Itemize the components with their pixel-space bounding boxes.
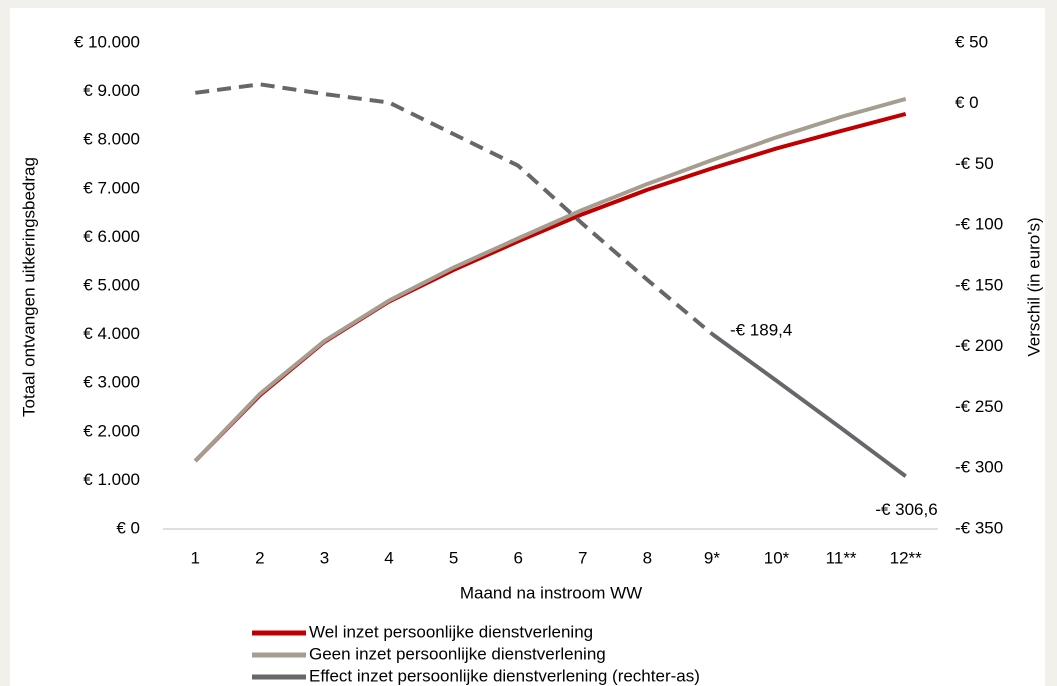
y-tick-label: € 1.000 <box>83 470 140 489</box>
y2-tick-label: -€ 200 <box>955 336 1003 355</box>
y-tick-label: € 8.000 <box>83 130 140 149</box>
y2-tick-label: -€ 350 <box>955 518 1003 537</box>
x-tick-label: 11** <box>826 548 857 567</box>
x-tick-label: 2 <box>255 548 264 567</box>
x-tick-label: 7 <box>578 548 587 567</box>
x-tick-label: 5 <box>449 548 458 567</box>
y-tick-label: € 7.000 <box>83 178 140 197</box>
y-tick-label: € 5.000 <box>83 275 140 294</box>
y2-tick-label: -€ 300 <box>955 458 1003 477</box>
y-axis-title: Totaal ontvangen uitkeringsbedrag <box>19 157 38 417</box>
legend-label: Wel inzet persoonlijke dienstverlening <box>309 622 593 641</box>
x-tick-label: 3 <box>320 548 329 567</box>
y-tick-label: € 4.000 <box>83 324 140 343</box>
y-tick-label: € 0 <box>116 518 140 537</box>
series-line <box>710 332 907 478</box>
x-tick-label: 4 <box>384 548 393 567</box>
y2-tick-label: € 0 <box>955 93 979 112</box>
x-tick-label: 12** <box>890 548 923 567</box>
x-tick-label: 8 <box>643 548 652 567</box>
legend-label: Geen inzet persoonlijke dienstverlening <box>309 644 606 663</box>
x-tick-label: 6 <box>513 548 522 567</box>
series-line <box>193 96 907 463</box>
series-line <box>195 82 714 336</box>
y-tick-label: € 6.000 <box>83 227 140 246</box>
y-tick-label: € 9.000 <box>83 81 140 100</box>
legend-label: Effect inzet persoonlijke dienstverlenin… <box>309 666 700 685</box>
x-tick-label: 10* <box>764 548 790 567</box>
y2-tick-label: -€ 50 <box>955 154 994 173</box>
y2-axis-title: Verschil (in euro's) <box>1024 217 1043 356</box>
y2-tick-label: € 50 <box>955 32 988 51</box>
data-label: -€ 306,6 <box>875 500 937 519</box>
y-tick-label: € 10.000 <box>74 32 140 51</box>
data-label: -€ 189,4 <box>730 320 792 339</box>
x-tick-label: 1 <box>191 548 200 567</box>
x-axis-title: Maand na instroom WW <box>460 583 642 602</box>
y2-tick-label: -€ 250 <box>955 397 1003 416</box>
y2-tick-label: -€ 100 <box>955 215 1003 234</box>
y2-tick-label: -€ 150 <box>955 275 1003 294</box>
y-tick-label: € 3.000 <box>83 373 140 392</box>
y-tick-label: € 2.000 <box>83 421 140 440</box>
x-tick-label: 9* <box>704 548 720 567</box>
